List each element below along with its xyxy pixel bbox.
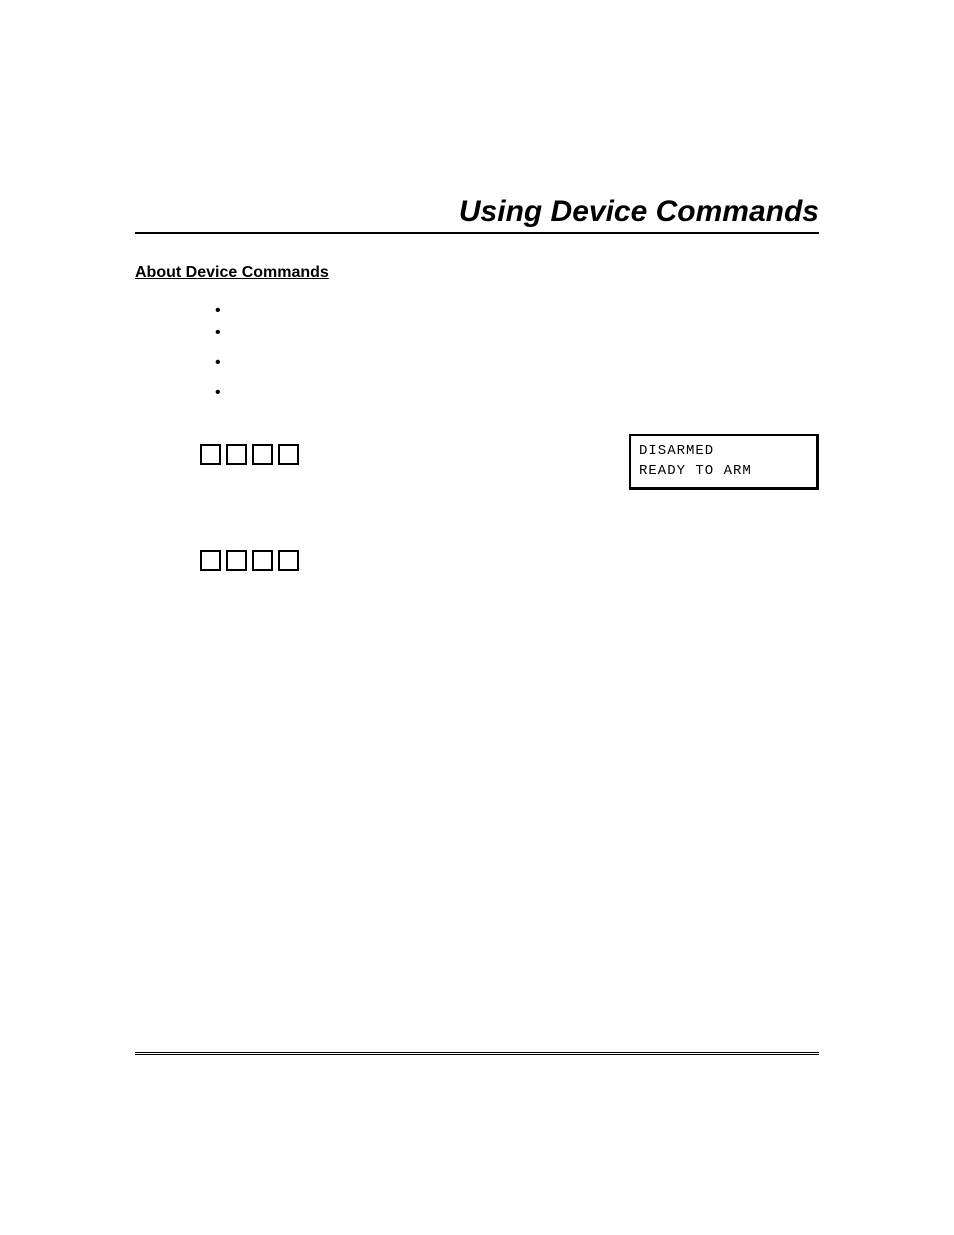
lcd-line-2: READY TO ARM bbox=[639, 462, 808, 482]
squares-group-1 bbox=[200, 444, 299, 465]
footer-rule bbox=[135, 1052, 819, 1055]
square-icon bbox=[226, 550, 247, 571]
bullet-item bbox=[230, 324, 819, 334]
bullet-item bbox=[230, 384, 819, 394]
squares-group-2 bbox=[200, 550, 819, 571]
lcd-line-1: DISARMED bbox=[639, 442, 808, 462]
square-icon bbox=[200, 444, 221, 465]
square-icon bbox=[252, 550, 273, 571]
bullet-item bbox=[230, 354, 819, 364]
page-title: Using Device Commands bbox=[135, 195, 819, 229]
lcd-display: DISARMED READY TO ARM bbox=[629, 434, 819, 490]
square-icon bbox=[278, 444, 299, 465]
square-icon bbox=[226, 444, 247, 465]
bullet-item bbox=[230, 302, 819, 312]
section-title: About Device Commands bbox=[135, 264, 819, 282]
square-icon bbox=[252, 444, 273, 465]
title-rule bbox=[135, 232, 819, 234]
square-icon bbox=[278, 550, 299, 571]
row-1: DISARMED READY TO ARM bbox=[135, 434, 819, 490]
bullet-list bbox=[230, 302, 819, 394]
square-icon bbox=[200, 550, 221, 571]
